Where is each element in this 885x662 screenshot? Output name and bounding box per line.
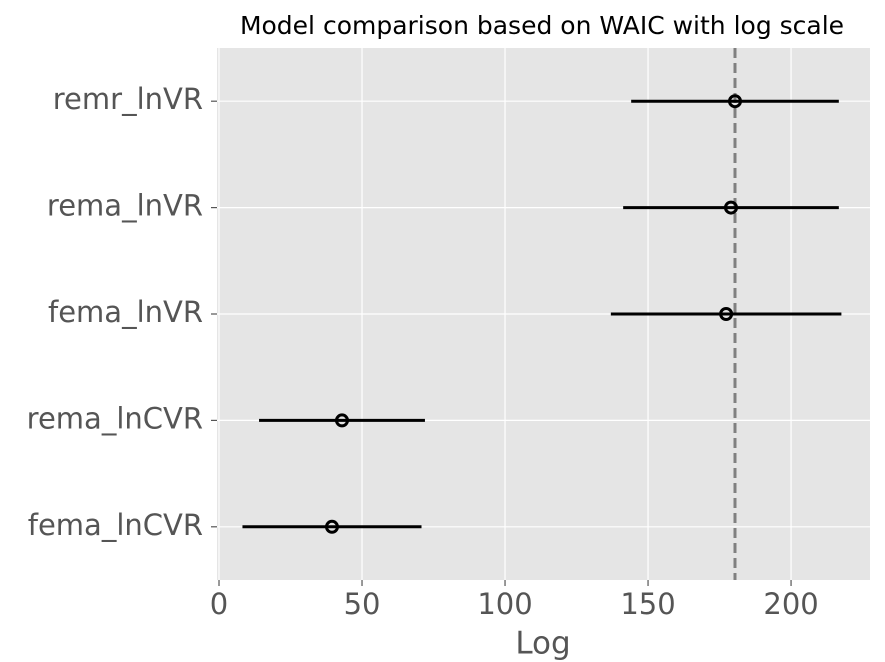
y-tick-label: rema_lnCVR (27, 401, 203, 435)
x-tick-label: 50 (344, 587, 381, 621)
y-tick-label: remr_lnVR (53, 82, 203, 116)
x-axis-label: Log (515, 626, 570, 662)
y-tick-label: rema_lnVR (47, 189, 203, 223)
x-tick-label: 0 (210, 587, 228, 621)
y-tick-label: fema_lnCVR (28, 508, 203, 542)
point (324, 519, 339, 534)
y-tick-label: fema_lnVR (48, 295, 203, 329)
x-tick-label: 200 (763, 587, 818, 621)
x-tick-label: 150 (620, 587, 675, 621)
x-tick-label: 100 (477, 587, 532, 621)
point (719, 307, 734, 321)
point (727, 94, 742, 109)
point (723, 200, 738, 215)
chart-title: Model comparison based on WAIC with log … (240, 11, 844, 40)
point (334, 413, 349, 428)
